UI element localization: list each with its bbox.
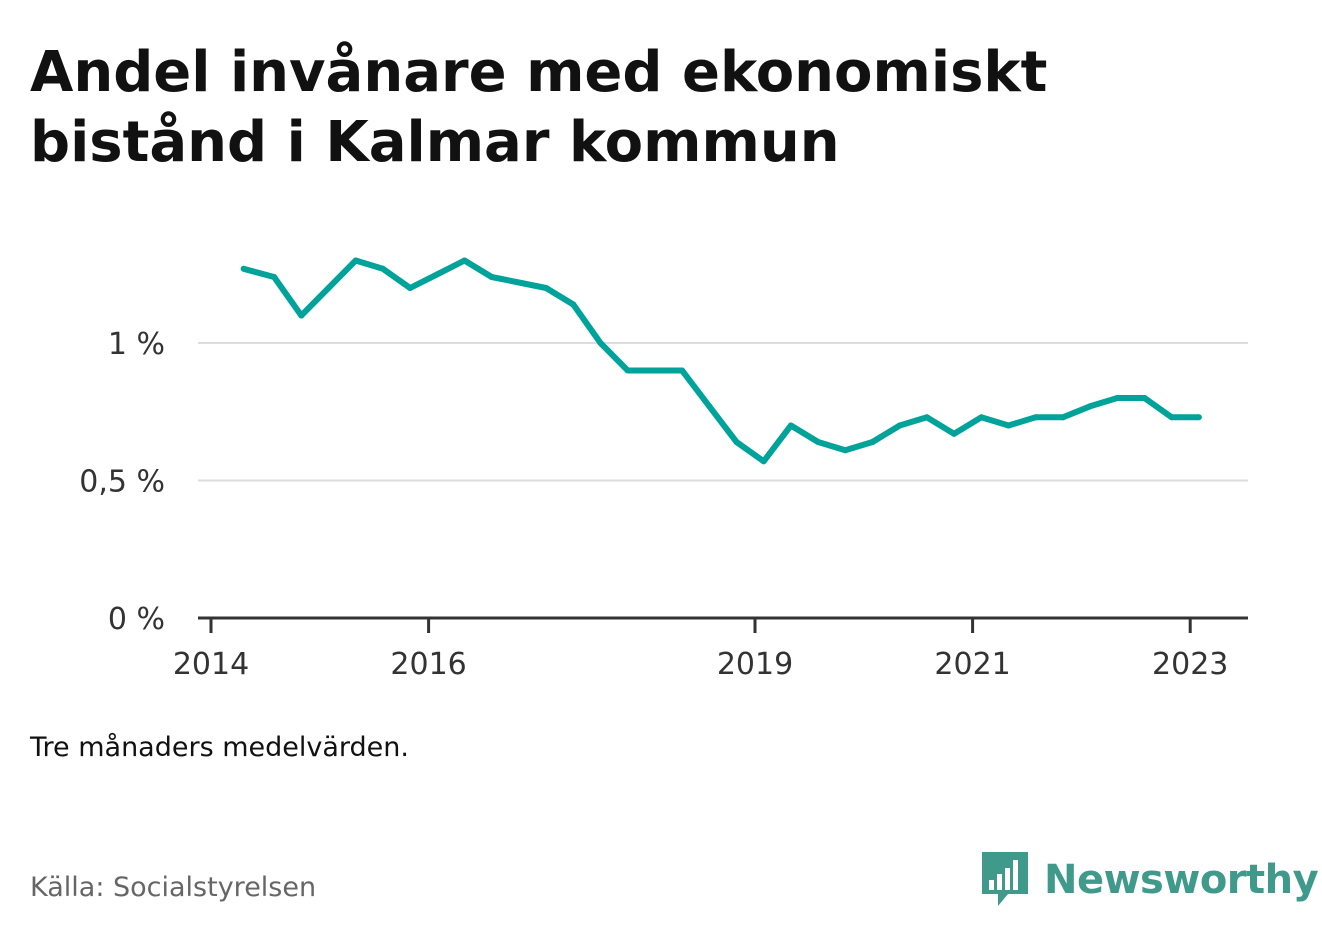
data-point — [1114, 395, 1121, 401]
x-tick-label: 2023 — [1152, 647, 1228, 682]
data-point — [896, 422, 903, 429]
data-point — [352, 257, 359, 264]
data-point — [1005, 422, 1012, 429]
chart-note: Tre månaders medelvärden. — [30, 732, 409, 763]
brand-name: Newsworthy — [1044, 857, 1319, 903]
data-point — [379, 265, 386, 272]
data-point — [1087, 403, 1094, 410]
x-tick-label: 2019 — [717, 647, 793, 682]
y-tick-label: 0,5 % — [79, 465, 165, 500]
data-point — [570, 301, 577, 308]
data-point — [760, 458, 767, 465]
grid-lines — [198, 342, 1248, 482]
series-line-0 — [242, 257, 1199, 465]
source-text: Källa: Socialstyrelsen — [30, 872, 317, 903]
data-point — [842, 447, 849, 454]
data-point — [869, 439, 876, 445]
data-point — [434, 271, 441, 278]
data-point — [1059, 414, 1066, 421]
data-point — [407, 285, 414, 291]
data-point — [597, 340, 604, 346]
data-point — [488, 274, 495, 280]
data-point — [325, 285, 332, 291]
x-tick-label: 2014 — [173, 647, 249, 682]
data-point — [923, 414, 930, 421]
data-point — [271, 274, 278, 280]
data-point — [461, 257, 468, 264]
brand-logo[interactable]: Newsworthy — [980, 850, 1319, 910]
data-point — [624, 367, 631, 374]
newsworthy-logo-icon — [982, 852, 1028, 906]
data-point — [978, 414, 985, 421]
data-point — [1032, 414, 1039, 421]
data-point — [679, 367, 686, 374]
data-point — [733, 439, 740, 445]
x-tick-label: 2021 — [934, 647, 1010, 682]
data-point — [1168, 414, 1175, 421]
data-point — [1195, 414, 1202, 421]
data-point — [951, 430, 958, 437]
x-tick-label: 2016 — [390, 647, 466, 682]
chart-title: Andel invånare med ekonomiskt bistånd i … — [30, 40, 1048, 175]
x-axis — [198, 616, 1248, 633]
data-point — [240, 265, 247, 272]
data-point — [706, 403, 713, 410]
data-point — [298, 312, 305, 319]
series-layer — [240, 257, 1202, 465]
data-point — [651, 367, 658, 374]
data-point — [543, 285, 550, 291]
x-axis-labels: 2014 2016 2019 2021 2023 — [173, 647, 1229, 682]
data-point — [515, 279, 522, 286]
data-point — [1141, 395, 1148, 401]
data-point — [787, 422, 794, 429]
y-tick-label: 0 % — [108, 602, 165, 637]
data-point — [815, 439, 822, 445]
y-axis-labels: 0 % 0,5 % 1 % — [79, 327, 165, 637]
y-tick-label: 1 % — [108, 327, 165, 362]
